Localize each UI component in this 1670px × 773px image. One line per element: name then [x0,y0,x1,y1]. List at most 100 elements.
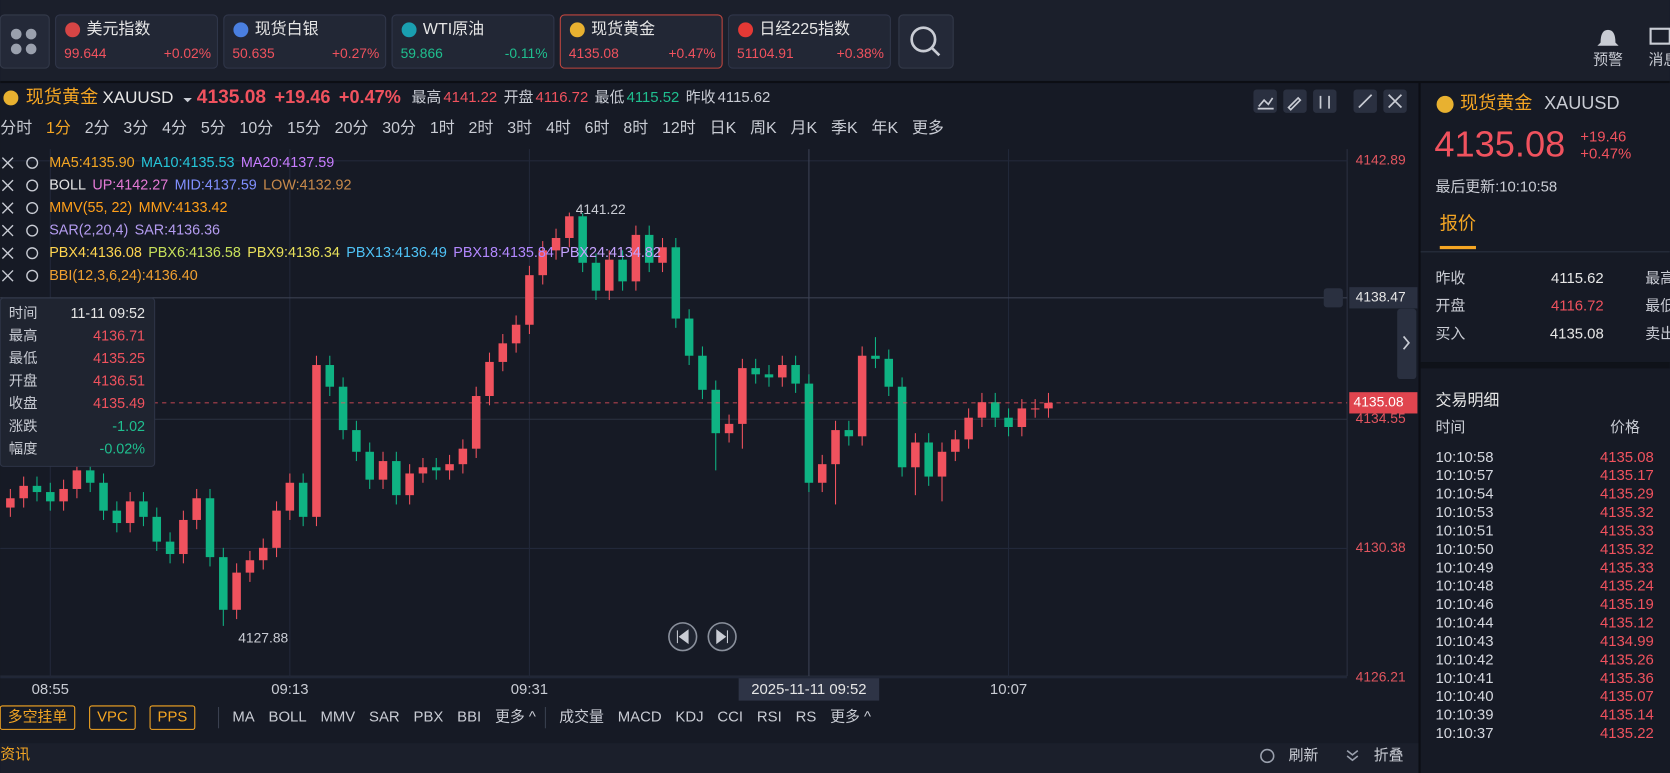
ticker-name: 现货白银 [255,20,319,38]
period-option[interactable]: 更多 [912,119,944,137]
candle-body [205,498,215,558]
menu-button[interactable] [0,14,50,69]
trade-time: 10:10:57 [1436,468,1494,484]
close-icon[interactable] [1,269,14,282]
period-option[interactable]: 20分 [335,119,369,137]
candle-body [46,492,55,502]
period-option[interactable]: 1分 [46,119,71,137]
settings-icon[interactable] [26,224,39,237]
indicator-tab[interactable]: KDJ [675,710,703,726]
candle-body [165,541,175,555]
tooltip-value: 4136.71 [93,328,145,344]
period-option[interactable]: 5分 [201,119,226,137]
indicator-tab[interactable]: PBX [414,710,444,726]
close-icon[interactable] [1,202,14,214]
indicator-tab[interactable]: MACD [618,710,662,726]
period-option[interactable]: 日K [710,120,737,137]
quote-tab[interactable]: 报价 [1440,213,1476,233]
candle-body [285,482,295,511]
ticker-name: WTI原油 [423,20,484,38]
indicator-tab[interactable]: 成交量 [559,708,604,726]
side-toggle[interactable] [1397,308,1417,380]
indicator-tab[interactable]: CCI [717,710,743,726]
news-title[interactable]: 资讯 [0,746,30,763]
refresh-button[interactable]: 刷新 [1289,747,1319,764]
last-price-bg [1349,392,1418,414]
ticker-card[interactable] [391,14,555,69]
close-icon[interactable] [1,179,14,192]
indicator-toolbar: 多空挂单 VPC PPS MA BOLL MMV SAR PBX BBI 更多 ^ 成交量 MACD K… [0,705,871,730]
settings-icon[interactable] [26,269,39,282]
toolbar-button[interactable]: PPS [158,710,188,726]
ticker-icon [65,22,81,38]
settings-icon[interactable] [26,156,39,169]
period-option[interactable]: 4分 [162,119,187,137]
message-label[interactable]: 消息 [1648,52,1670,69]
period-option[interactable]: 6时 [585,119,610,137]
candle-body [618,259,627,282]
candle-body [32,485,42,493]
quote-label: 最低 [1645,298,1670,315]
divider [1420,362,1670,369]
close-icon[interactable] [1,157,14,169]
indicator-row: MMV(55, 22) MMV:4133.42 [49,200,227,216]
indicator-tab[interactable]: BBI [457,710,481,726]
period-option[interactable]: 1时 [430,119,455,137]
settings-icon[interactable] [26,202,39,215]
toolbar-button[interactable]: VPC [97,710,128,726]
trade-price: 4135.07 [1600,689,1654,705]
period-option[interactable]: 8时 [623,119,648,137]
period-option[interactable]: 30分 [382,119,416,137]
ticker-card[interactable] [559,14,723,69]
x-tick-label: 09:31 [511,682,548,698]
ticker-icon [233,22,249,38]
side-percent: +0.47% [1580,146,1631,162]
period-option[interactable]: 分时 [0,119,32,137]
period-option[interactable]: 15分 [287,119,321,137]
period-option[interactable]: 周K [750,120,777,137]
period-option[interactable]: 2时 [469,119,494,137]
indicator-tab[interactable]: MMV [320,710,355,726]
indicator-tab[interactable]: 更多 ^ [495,709,536,726]
period-option[interactable]: 12时 [662,119,696,137]
divider [0,80,1670,84]
ticker-card[interactable] [55,14,218,69]
period-option[interactable]: 月K [791,120,818,137]
indicator-tab[interactable]: 更多 ^ [830,709,871,726]
period-option[interactable]: 3分 [123,119,148,137]
indicator-value: MMV(55, 22) [49,200,132,216]
indicator-tab[interactable]: RS [796,710,817,726]
period-option[interactable]: 10分 [240,119,274,137]
period-option[interactable]: 季K [831,119,858,137]
min-label: 4127.88 [238,629,288,645]
toolbar-button[interactable]: 多空挂单 [8,709,68,726]
close-icon[interactable] [1,224,14,237]
close-icon[interactable] [1,247,14,260]
divider [1420,251,1670,253]
sub-indicators: 成交量 MACD KDJ CCI RSI RS 更多 ^ [559,708,871,726]
candle-body [764,374,774,378]
ticker-card[interactable] [727,14,891,69]
search-button[interactable] [898,14,954,69]
tool-button[interactable] [1313,89,1337,113]
indicator-tab[interactable]: BOLL [269,710,307,726]
settings-icon[interactable] [26,247,39,260]
candle-body [272,510,281,548]
indicator-tab[interactable]: RSI [757,710,782,726]
period-option[interactable]: 3时 [507,119,532,137]
candle-body [897,386,907,468]
stat-value: 4115.62 [718,90,771,106]
period-option[interactable]: 2分 [85,119,110,137]
collapse-button[interactable]: 折叠 [1374,747,1404,764]
indicator-tab[interactable]: SAR [369,710,400,726]
indicator-value: LOW:4132.92 [263,177,351,193]
indicator-tab[interactable]: MA [232,710,254,726]
settings-icon[interactable] [26,179,39,192]
alert-label[interactable]: 预警 [1593,52,1623,69]
period-option[interactable]: 4时 [546,119,571,137]
period-option[interactable]: 年K [871,119,898,137]
chart-tools [1253,89,1407,113]
ticker-card[interactable] [223,14,387,69]
